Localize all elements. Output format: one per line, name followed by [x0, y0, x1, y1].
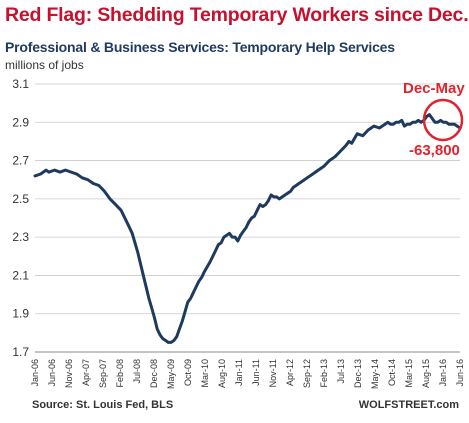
x-tick-label: Aug-10: [217, 359, 227, 388]
y-tick-label: 2.7: [12, 154, 29, 168]
y-tick-label: 2.1: [12, 268, 29, 282]
x-tick-label: Apr-12: [285, 359, 295, 386]
brand-label: WOLFSTREET.com: [358, 399, 459, 411]
y-tick-label: 1.9: [12, 307, 29, 321]
x-tick-label: Sep-07: [98, 359, 108, 388]
chart-title: Red Flag: Shedding Temporary Workers sin…: [5, 4, 469, 26]
x-tick-label: Jun-16: [455, 359, 465, 387]
y-tick-label: 2.3: [12, 230, 29, 244]
x-tick-label: Jan-16: [438, 359, 448, 387]
gridlines: [35, 83, 460, 353]
x-tick-label: Dec-13: [353, 359, 363, 388]
x-tick-label: Apr-07: [81, 359, 91, 386]
series-line-0: [33, 122, 387, 344]
x-tick-label: Jun-11: [251, 359, 261, 386]
x-tick-label: May-14: [370, 359, 380, 389]
x-tick-label: Feb-08: [115, 359, 125, 388]
x-tick-label: May-09: [166, 359, 176, 389]
y-tick-label: 1.7: [12, 345, 29, 359]
y-tick-label: 2.5: [12, 192, 29, 206]
chart-subtitle: Professional & Business Services: Tempor…: [5, 39, 395, 55]
x-tick-label: Sep-12: [302, 359, 312, 388]
annotation-dec-may: Dec-May: [403, 80, 465, 97]
y-tick-label: 3.1: [12, 77, 29, 91]
annotations: Dec-May -63,800: [403, 80, 465, 159]
annotation-change: -63,800: [409, 142, 460, 159]
y-axis-label: millions of jobs: [5, 58, 84, 72]
x-tick-label: Mar-15: [404, 359, 414, 388]
x-tick-label: Jul-13: [336, 359, 346, 384]
x-tick-label: Nov-11: [268, 359, 278, 387]
y-tick-labels: 3.1 2.9 2.7 2.5 2.3 2.1 1.9 1.7: [12, 77, 29, 359]
x-tick-label: Jul-08: [132, 359, 142, 384]
source-note: Source: St. Louis Fed, BLS: [32, 399, 174, 411]
x-tick-label: Aug-15: [421, 359, 431, 388]
x-tick-label: Mar-10: [200, 359, 210, 388]
x-tick-label: Feb-13: [319, 359, 329, 388]
y-tick-label: 2.9: [12, 115, 29, 129]
x-tick-label: Oct-14: [387, 359, 397, 386]
x-tick-label: Jan-06: [30, 359, 40, 387]
x-tick-labels: Jan-06 Jun-06 Nov-06 Apr-07 Sep-07 Feb-08 Jul-…: [30, 359, 465, 389]
series-lines: [33, 113, 462, 344]
x-tick-label: Oct-09: [183, 359, 193, 386]
x-tick-label: Dec-08: [149, 359, 159, 388]
x-tick-label: Nov-06: [64, 359, 74, 388]
series-line-1: [383, 113, 462, 130]
x-tick-label: Jan-11: [234, 359, 244, 386]
x-tick-label: Jun-06: [47, 359, 57, 387]
highlight-circle: [422, 98, 464, 142]
